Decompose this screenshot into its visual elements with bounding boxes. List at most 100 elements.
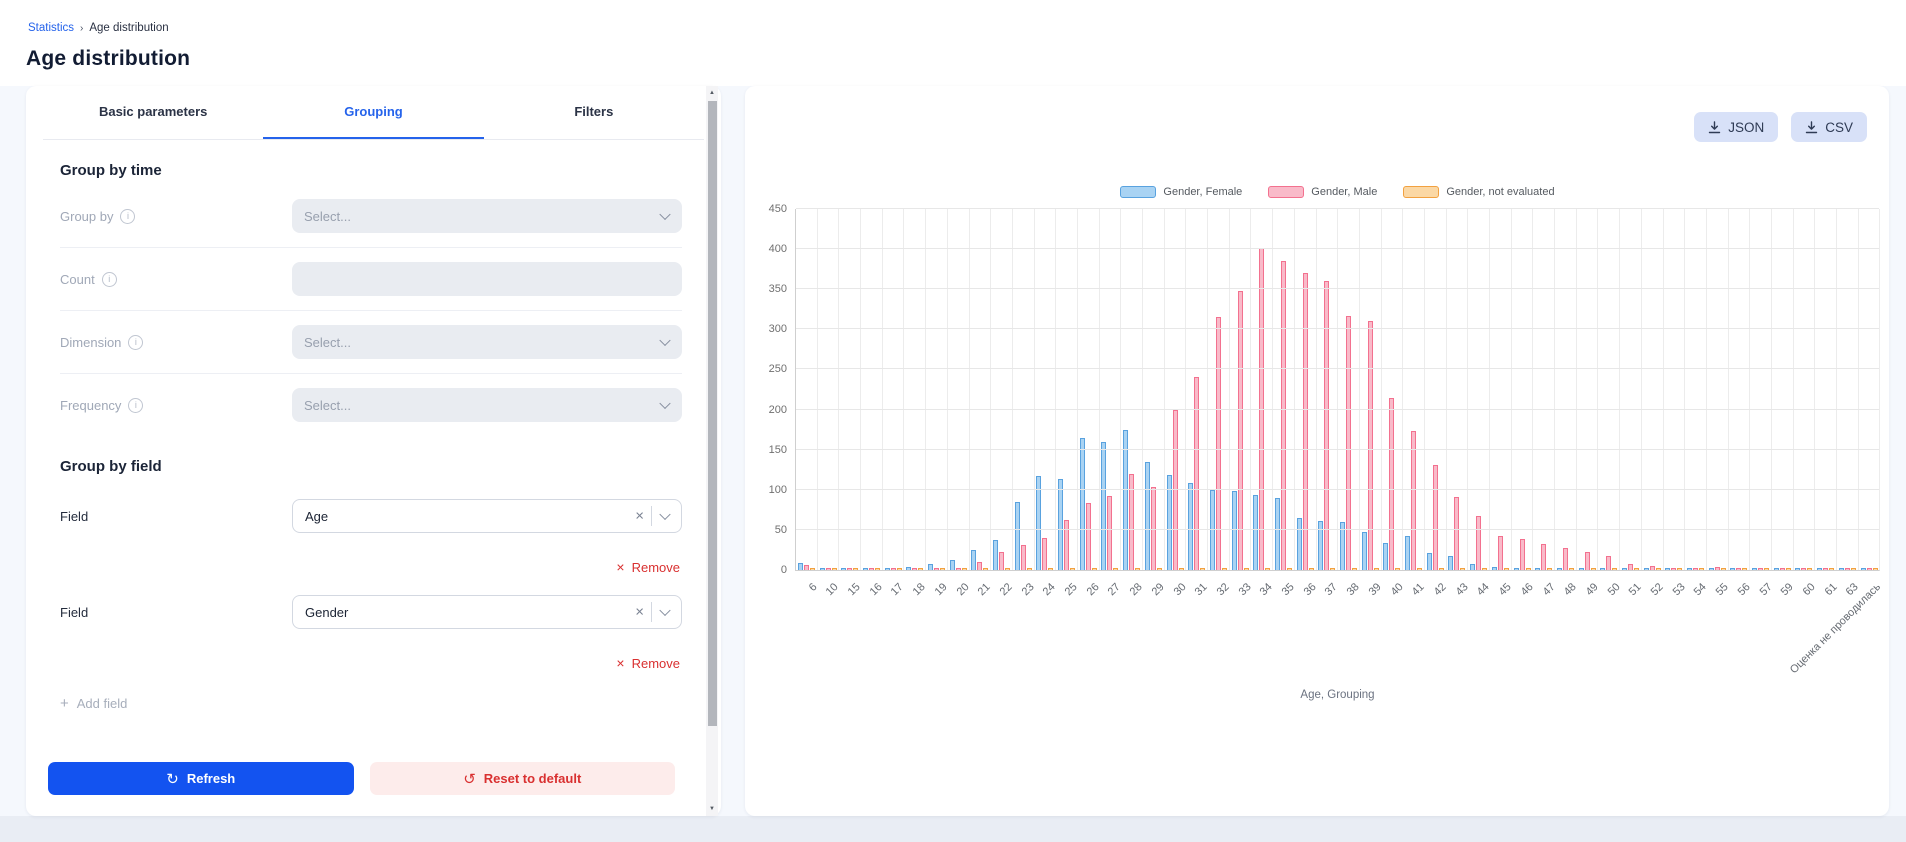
field-label-dimension: Dimension i	[60, 334, 292, 350]
x-tick-label: 44	[1474, 581, 1493, 599]
legend-item[interactable]: Gender, not evaluated	[1403, 186, 1555, 198]
x-tick-cell: 40	[1381, 572, 1405, 702]
bar	[1844, 568, 1850, 570]
y-tick-label: 250	[768, 363, 787, 376]
scroll-down-icon[interactable]: ▼	[709, 806, 715, 812]
tab-basic-parameters[interactable]: Basic parameters	[98, 104, 208, 119]
group-by-select[interactable]: Select...	[292, 199, 682, 233]
legend-item[interactable]: Gender, Female	[1120, 186, 1242, 198]
bar	[1752, 568, 1758, 570]
bar	[1166, 475, 1172, 570]
page-footer-strip	[0, 816, 1906, 842]
bar	[1361, 531, 1367, 570]
section-heading-group-by-time: Group by time	[60, 162, 162, 179]
bar	[1612, 567, 1618, 570]
bar	[1253, 495, 1259, 570]
tab-grouping[interactable]: Grouping	[263, 86, 484, 139]
y-tick-label: 300	[768, 323, 787, 336]
form-row-dimension: Dimension i Select...	[60, 311, 682, 374]
x-tick-cell: 21	[969, 572, 993, 702]
legend-item[interactable]: Gender, Male	[1268, 186, 1377, 198]
bar	[1113, 567, 1119, 570]
form-row-field-gender: Field Gender ×	[60, 581, 682, 643]
breadcrumb-separator-icon: ›	[80, 22, 84, 34]
bar	[999, 551, 1005, 570]
info-icon[interactable]: i	[128, 334, 144, 350]
download-icon	[1709, 120, 1721, 133]
download-json-button[interactable]: JSON	[1694, 112, 1779, 142]
parameters-panel: Basic parameters Grouping Filters Group …	[26, 86, 721, 816]
category-cell	[1489, 209, 1511, 570]
category-cell	[816, 209, 839, 570]
bar	[1687, 568, 1693, 570]
bar	[841, 567, 847, 570]
refresh-button[interactable]: ↻ Refresh	[48, 762, 354, 795]
bar	[1838, 568, 1844, 570]
category-cell	[838, 209, 860, 570]
panel-scrollbar[interactable]: ▲ ▼	[706, 86, 718, 816]
control-divider	[651, 602, 652, 622]
bar	[1764, 568, 1770, 570]
download-csv-button[interactable]: CSV	[1791, 112, 1867, 142]
bar	[1237, 290, 1243, 570]
bar	[983, 567, 989, 570]
bar	[825, 567, 831, 570]
category-cell	[1727, 209, 1750, 570]
breadcrumb-link-statistics[interactable]: Statistics	[28, 22, 75, 34]
add-field-button[interactable]: + Add field	[60, 695, 128, 712]
control-divider	[651, 506, 652, 526]
bar	[1785, 568, 1791, 570]
category-cell	[1293, 209, 1316, 570]
form-row-field-age: Field Age ×	[60, 481, 682, 547]
field-gender-select[interactable]: Gender	[292, 595, 682, 629]
bar	[1568, 567, 1574, 570]
reset-icon: ↺	[463, 770, 476, 788]
info-icon[interactable]: i	[128, 397, 144, 413]
count-input[interactable]	[292, 262, 682, 296]
scrollbar-thumb[interactable]	[707, 101, 717, 726]
x-tick-cell: 28	[1121, 572, 1145, 702]
remove-field-gender-button[interactable]: × Remove	[616, 655, 680, 671]
x-tick-label: 36	[1301, 581, 1319, 599]
plot-area: 0 50 100 150 200 250 300 350 400 450	[769, 203, 1880, 576]
bar	[1352, 567, 1358, 570]
scroll-up-icon[interactable]: ▲	[709, 90, 715, 96]
bar	[1243, 567, 1249, 570]
bar	[1665, 568, 1671, 570]
info-icon[interactable]: i	[120, 208, 136, 224]
bar	[1823, 568, 1829, 570]
bar	[1643, 568, 1649, 570]
bar	[1209, 489, 1215, 570]
category-cell	[1619, 209, 1641, 570]
info-icon[interactable]: i	[101, 271, 117, 287]
x-tick-cell: 6	[795, 572, 820, 702]
field-age-select[interactable]: Age	[292, 499, 682, 533]
x-tick-label: 25	[1062, 581, 1080, 599]
bar	[896, 567, 902, 570]
dimension-select[interactable]: Select...	[292, 325, 682, 359]
clear-icon[interactable]: ×	[635, 507, 644, 525]
y-tick-label: 150	[768, 443, 787, 456]
gridline	[796, 328, 1879, 330]
x-tick-label: 43	[1453, 581, 1471, 599]
x-tick-cell: 52	[1641, 572, 1666, 702]
tab-filters[interactable]: Filters	[574, 104, 614, 119]
clear-icon[interactable]: ×	[635, 603, 644, 621]
legend-swatch	[1403, 186, 1440, 198]
gridline	[796, 208, 1879, 209]
bar	[1395, 567, 1401, 570]
bar-row	[796, 209, 1879, 570]
x-tick-cell: 46	[1511, 572, 1535, 702]
bar	[933, 567, 939, 570]
x-tick-cell: 10	[817, 572, 842, 702]
x-tick-label: 10	[823, 581, 842, 599]
category-cell	[1250, 209, 1272, 570]
reset-to-default-button[interactable]: ↺ Reset to default	[369, 762, 675, 795]
bar	[927, 564, 933, 570]
bar	[1779, 568, 1785, 570]
x-tick-cell: 42	[1424, 572, 1449, 702]
frequency-select[interactable]: Select...	[292, 388, 682, 422]
legend-swatch	[1120, 186, 1157, 198]
bar	[1172, 409, 1178, 570]
remove-field-age-button[interactable]: × Remove	[616, 559, 680, 575]
